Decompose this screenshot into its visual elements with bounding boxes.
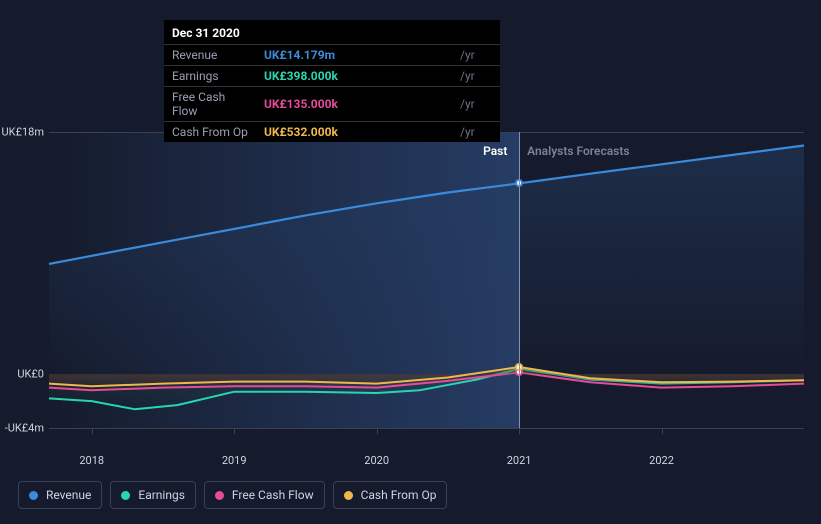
legend-swatch	[344, 491, 353, 500]
y-axis-label: UK£18m	[2, 126, 44, 139]
legend-item-revenue[interactable]: Revenue	[18, 481, 102, 509]
x-tick	[662, 428, 663, 434]
legend-item-fcf[interactable]: Free Cash Flow	[204, 481, 325, 509]
legend-label: Free Cash Flow	[232, 488, 314, 502]
y-axis-label: UK£0	[17, 368, 44, 381]
tooltip-row: Free Cash FlowUK£135.000k/yr	[164, 87, 500, 122]
tooltip-row-unit: /yr	[452, 66, 500, 87]
legend-label: Earnings	[138, 488, 185, 502]
earnings-chart: UK£18mUK£0-UK£4m 20182019202020212022 Pa…	[18, 122, 804, 437]
x-axis-label: 2020	[364, 454, 389, 467]
legend-swatch	[215, 491, 224, 500]
x-tick	[92, 428, 93, 434]
x-tick	[519, 428, 520, 434]
legend-item-cfo[interactable]: Cash From Op	[333, 481, 448, 509]
legend-swatch	[121, 491, 130, 500]
axis-bottom-line	[49, 428, 804, 429]
tooltip-row-unit: /yr	[452, 87, 500, 122]
tooltip-row-value: UK£135.000k	[256, 87, 452, 122]
series-area-revenue	[49, 146, 804, 375]
legend-swatch	[29, 491, 38, 500]
x-tick	[377, 428, 378, 434]
chart-svg	[49, 132, 804, 428]
chart-legend: Revenue Earnings Free Cash Flow Cash From O…	[18, 481, 447, 509]
chart-tooltip: Dec 31 2020 RevenueUK£14.179m/yrEarnings…	[164, 20, 500, 142]
tooltip-row-label: Free Cash Flow	[164, 87, 256, 122]
x-axis-label: 2022	[649, 454, 674, 467]
tooltip-row: EarningsUK£398.000k/yr	[164, 66, 500, 87]
tooltip-row: RevenueUK£14.179m/yr	[164, 45, 500, 66]
tooltip-row-label: Cash From Op	[164, 122, 256, 143]
x-axis-label: 2018	[79, 454, 104, 467]
tooltip-row-unit: /yr	[452, 45, 500, 66]
tooltip-title: Dec 31 2020	[164, 20, 500, 44]
tooltip-row-label: Revenue	[164, 45, 256, 66]
past-label: Past	[483, 144, 507, 158]
x-tick	[234, 428, 235, 434]
tooltip-table: RevenueUK£14.179m/yrEarningsUK£398.000k/…	[164, 44, 500, 142]
tooltip-row-value: UK£398.000k	[256, 66, 452, 87]
x-axis-label: 2019	[222, 454, 247, 467]
tooltip-row: Cash From OpUK£532.000k/yr	[164, 122, 500, 143]
tooltip-row-value: UK£14.179m	[256, 45, 452, 66]
tooltip-row-value: UK£532.000k	[256, 122, 452, 143]
y-axis-label: -UK£4m	[5, 422, 44, 435]
chart-hover-line	[519, 132, 520, 428]
forecast-label: Analysts Forecasts	[527, 144, 629, 158]
tooltip-row-label: Earnings	[164, 66, 256, 87]
tooltip-row-unit: /yr	[452, 122, 500, 143]
legend-label: Revenue	[46, 488, 91, 502]
legend-item-earnings[interactable]: Earnings	[110, 481, 196, 509]
legend-label: Cash From Op	[361, 488, 437, 502]
x-axis-label: 2021	[507, 454, 532, 467]
